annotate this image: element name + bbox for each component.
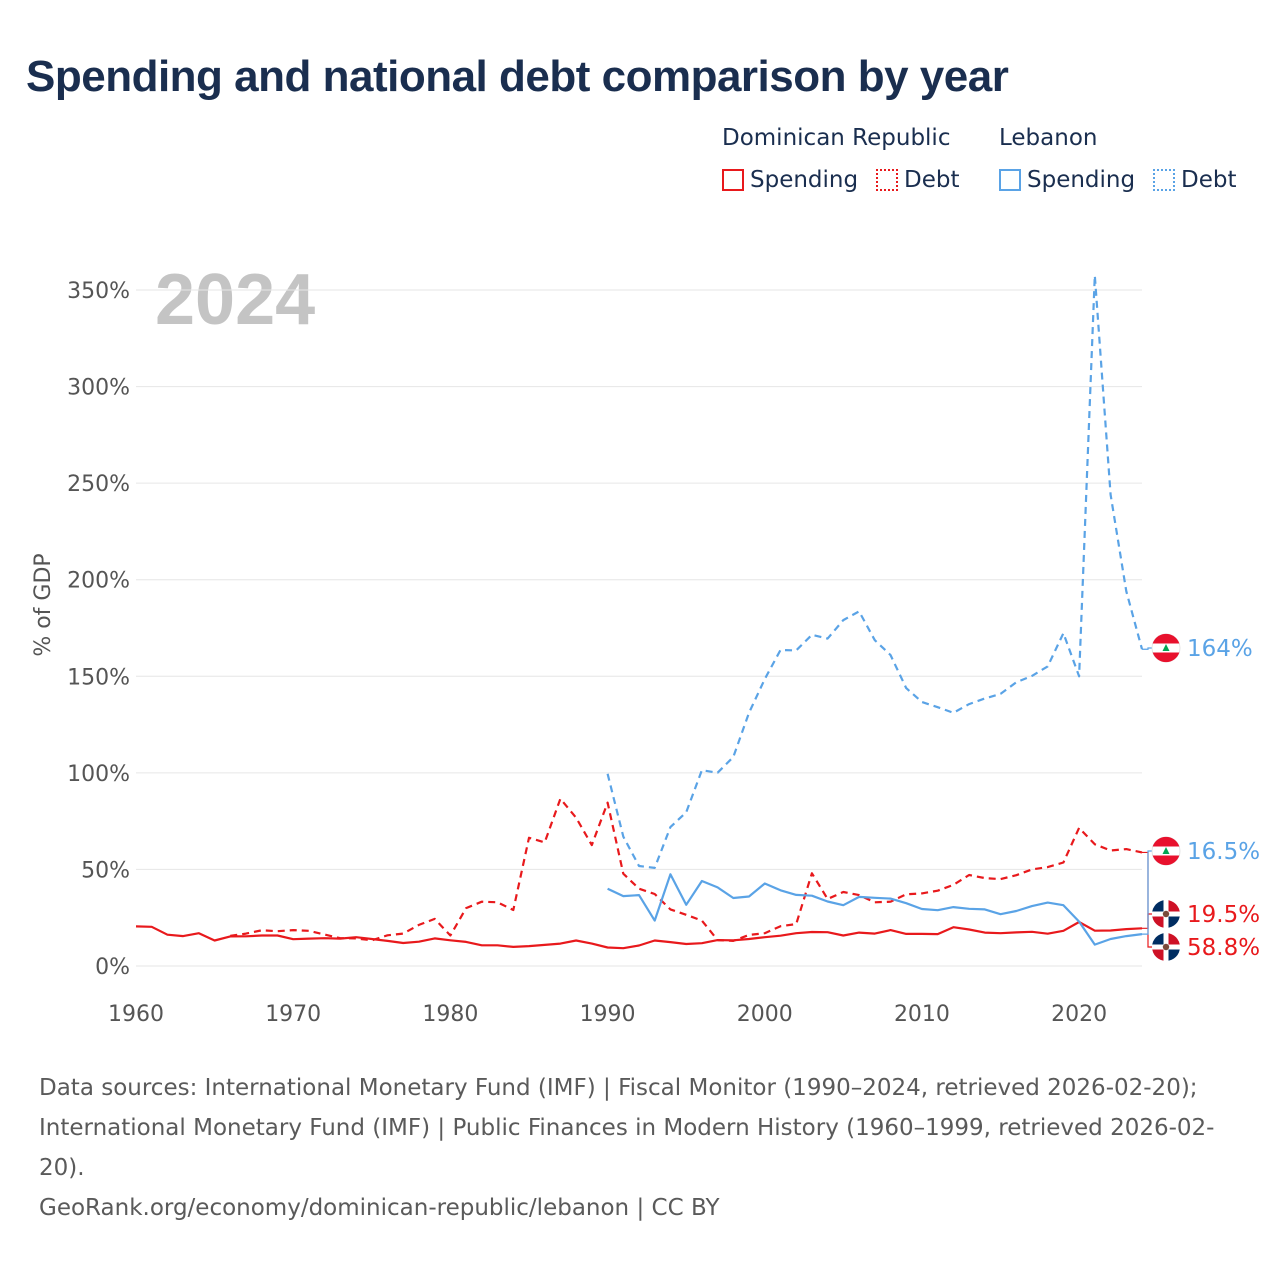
legend-label-lebanon-debt: Debt — [1181, 167, 1237, 193]
flag-band — [1152, 836, 1180, 847]
flag-emblem — [1162, 943, 1170, 951]
line-chart: 2024 0% 50% 100% 150% 200% 250% 300% 350% 1960 197… — [31, 260, 1260, 1027]
x-tick-label: 1980 — [422, 1002, 478, 1027]
flag-quarter — [1166, 947, 1180, 961]
flag-quarter — [1166, 900, 1180, 914]
legend-item-lebanon-debt[interactable]: Debt — [1153, 167, 1236, 193]
source-line-1: Data sources: International Monetary Fun… — [39, 1075, 1198, 1101]
end-value-label: 19.5% — [1187, 902, 1260, 928]
flag-quarter — [1152, 914, 1166, 928]
solid-line-swatch-icon — [722, 169, 744, 191]
x-tick-label: 2000 — [737, 1002, 793, 1027]
legend-item-dr-spending[interactable]: Spending — [722, 167, 858, 193]
series-line-dominican-republic-spending — [135, 920, 1143, 950]
flag-quarter — [1166, 933, 1180, 947]
source-line-3: 20). — [39, 1155, 85, 1181]
flag-quarter — [1152, 900, 1166, 914]
end-value-label: 58.8% — [1187, 935, 1260, 961]
legend-label-dr-spending: Spending — [750, 167, 859, 193]
y-tick-label: 200% — [67, 569, 130, 594]
y-axis-label: % of GDP — [31, 553, 56, 656]
cedar-tree-icon — [1162, 847, 1170, 854]
chart-title: Spending and national debt comparison by… — [26, 52, 1009, 101]
legend-country-lebanon: Lebanon — [999, 125, 1098, 151]
cedar-tree-icon — [1162, 644, 1170, 651]
flag-band — [1152, 633, 1180, 644]
end-label-connector — [1142, 647, 1152, 650]
x-tick-label: 1990 — [580, 1002, 636, 1027]
flag-emblem — [1162, 910, 1170, 918]
end-value-label: 16.5% — [1187, 839, 1260, 865]
legend-item-lebanon-spending[interactable]: Spending — [999, 167, 1135, 193]
x-tick-label: 1960 — [108, 1002, 164, 1027]
y-tick-label: 250% — [67, 472, 130, 497]
y-tick-label: 0% — [95, 955, 130, 980]
x-tick-label: 2010 — [894, 1002, 950, 1027]
end-label-connector — [1142, 913, 1152, 929]
flag-band — [1152, 652, 1180, 663]
end-label-connector — [1142, 851, 1152, 948]
series-line-dominican-republic-debt — [230, 797, 1143, 943]
lebanon-flag-icon — [1151, 836, 1181, 866]
footer: Data sources: International Monetary Fun… — [39, 1068, 1239, 1228]
legend-label-lebanon-spending: Spending — [1027, 167, 1136, 193]
year-watermark: 2024 — [155, 260, 315, 340]
dominican-republic-flag-icon — [1152, 933, 1180, 961]
y-tick-label: 50% — [81, 858, 130, 883]
y-tick-label: 100% — [67, 762, 130, 787]
y-tick-label: 150% — [67, 665, 130, 690]
x-tick-label: 1970 — [265, 1002, 321, 1027]
x-tick-label: 2020 — [1051, 1002, 1107, 1027]
series-line-lebanon-spending — [607, 873, 1143, 946]
series-line-lebanon-debt — [606, 274, 1144, 870]
dotted-line-swatch-icon — [1153, 169, 1175, 191]
flag-quarter — [1166, 914, 1180, 928]
attribution-link[interactable]: GeoRank.org/economy/dominican-republic/l… — [39, 1195, 720, 1221]
source-line-2: International Monetary Fund (IMF) | Publ… — [39, 1115, 1215, 1141]
end-label-connector — [1142, 850, 1152, 935]
y-tick-label: 350% — [67, 279, 130, 304]
flag-band — [1152, 855, 1180, 866]
y-tick-label: 300% — [67, 376, 130, 401]
legend-country-dominican-republic: Dominican Republic — [722, 125, 951, 151]
lebanon-flag-icon — [1151, 633, 1181, 663]
end-value-label: 164% — [1187, 636, 1253, 662]
legend-label-dr-debt: Debt — [904, 167, 960, 193]
solid-line-swatch-icon — [999, 169, 1021, 191]
flag-quarter — [1152, 933, 1166, 947]
dotted-line-swatch-icon — [876, 169, 898, 191]
dominican-republic-flag-icon — [1152, 900, 1180, 928]
legend-item-dr-debt[interactable]: Debt — [876, 167, 959, 193]
flag-quarter — [1152, 947, 1166, 961]
